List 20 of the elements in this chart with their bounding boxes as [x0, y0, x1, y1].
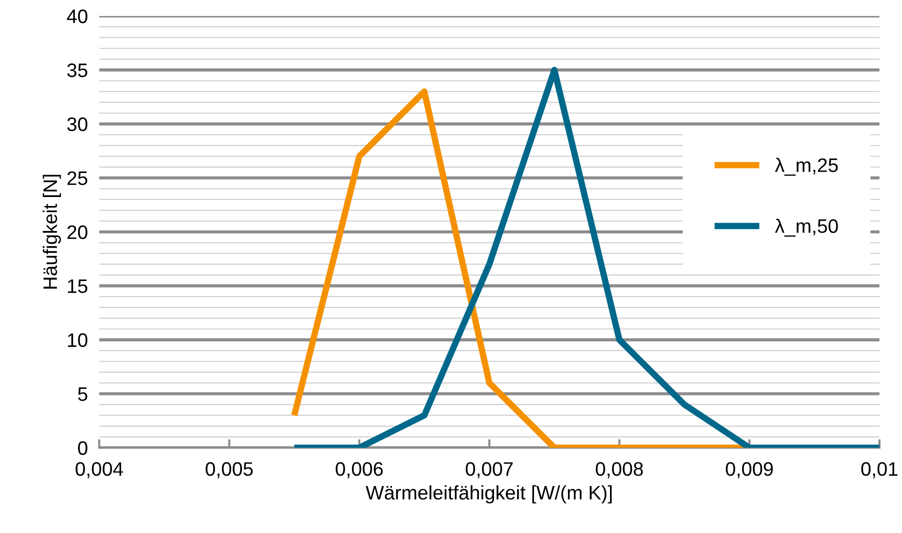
y-tick-label: 10 [68, 333, 88, 348]
y-tick-label: 30 [67, 117, 88, 132]
legend-label: λ_m,50 [774, 218, 838, 237]
y-tick-label: 15 [68, 279, 88, 294]
x-axis-title: Wärmeleitfähigkeit [W/(m K)] [366, 485, 612, 504]
x-tick-label: 0,004 [76, 462, 123, 478]
x-tick-label: 0,008 [596, 462, 643, 478]
x-tick-label: 0,01 [861, 462, 898, 478]
x-tick-label: 0,005 [206, 462, 253, 478]
x-tick-label: 0,009 [726, 462, 773, 478]
y-tick-label: 35 [67, 63, 88, 78]
legend-label: λ_m,25 [774, 158, 838, 176]
x-tick-label: 0,006 [336, 462, 383, 478]
y-axis-title: Häufigkeit [N] [42, 174, 61, 289]
y-tick-label: 0 [78, 441, 88, 455]
x-tick-label: 0,007 [466, 462, 513, 478]
y-tick-label: 25 [67, 171, 88, 186]
y-tick-label: 20 [67, 225, 88, 240]
y-tick-label: 5 [78, 387, 88, 401]
y-tick-label: 40 [66, 9, 88, 24]
